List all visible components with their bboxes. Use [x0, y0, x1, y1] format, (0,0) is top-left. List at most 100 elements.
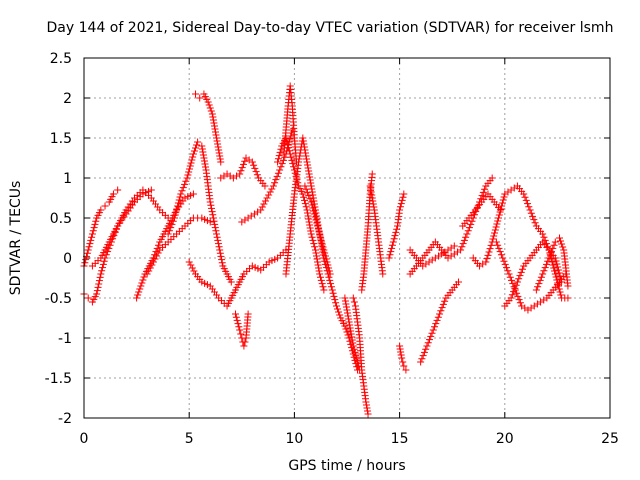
data-point [498, 199, 506, 207]
data-point [199, 148, 207, 156]
data-point [396, 203, 404, 211]
data-point [397, 351, 405, 359]
data-point [544, 257, 552, 265]
data-point [317, 234, 325, 242]
data-point [400, 362, 408, 370]
data-point [352, 352, 360, 360]
data-point [514, 292, 522, 300]
data-point [541, 264, 549, 272]
data-point [96, 273, 104, 281]
data-point [400, 190, 408, 198]
data-point [200, 157, 208, 165]
data-point [499, 254, 507, 262]
data-point [540, 267, 548, 275]
data-point [261, 197, 269, 205]
data-point [309, 236, 317, 244]
data-point [388, 244, 396, 252]
data-point [513, 289, 521, 297]
data-point [555, 269, 563, 277]
data-point [554, 282, 562, 290]
data-point [268, 185, 276, 193]
data-point [386, 251, 394, 259]
data-point [320, 246, 328, 254]
data-point [489, 235, 497, 243]
data-point [140, 273, 148, 281]
data-point [391, 232, 399, 240]
data-point [174, 199, 182, 207]
data-point [92, 217, 100, 225]
data-point [464, 227, 472, 235]
data-point [168, 220, 176, 228]
data-point [303, 158, 311, 166]
data-point [511, 284, 519, 292]
data-point [551, 270, 559, 278]
data-point [308, 201, 316, 209]
data-point [485, 248, 493, 256]
y-tick-label: -1.5 [45, 371, 72, 387]
data-point [165, 227, 173, 235]
data-point [172, 208, 180, 216]
data-point [342, 325, 350, 333]
data-point [99, 260, 107, 268]
data-point [189, 153, 197, 161]
data-point [143, 270, 151, 278]
y-tick-label: -2 [58, 411, 72, 427]
data-point [555, 285, 563, 293]
data-point [272, 176, 280, 184]
y-tick-label: 2.5 [50, 51, 72, 67]
data-point [437, 307, 445, 315]
data-point [431, 323, 439, 331]
data-point [93, 287, 101, 295]
data-point [332, 302, 340, 310]
series-track-i [185, 246, 290, 310]
data-point [109, 190, 117, 198]
data-point [368, 191, 376, 199]
data-point [173, 205, 181, 213]
data-point [214, 236, 222, 244]
y-tick-label: 0.5 [50, 211, 72, 227]
data-point [396, 345, 404, 353]
data-point [425, 336, 433, 344]
data-point [183, 174, 191, 182]
data-point [97, 270, 105, 278]
data-point [370, 203, 378, 211]
data-point [314, 225, 322, 233]
data-point [500, 257, 508, 265]
data-point [491, 226, 499, 234]
data-point [317, 237, 325, 245]
data-point [216, 249, 224, 257]
data-point [515, 275, 523, 283]
data-point [398, 196, 406, 204]
data-point [304, 161, 312, 169]
data-point [513, 278, 521, 286]
data-point [499, 196, 507, 204]
data-point [303, 188, 311, 196]
data-point [169, 217, 177, 225]
data-point [495, 211, 503, 219]
data-point [167, 224, 175, 232]
data-point [486, 245, 494, 253]
data-point [201, 160, 209, 168]
data-point [209, 116, 217, 124]
data-point [210, 122, 218, 130]
data-point [539, 270, 547, 278]
data-point [348, 333, 356, 341]
data-point [189, 150, 197, 158]
data-point [279, 156, 287, 164]
data-point [261, 182, 269, 190]
data-point [433, 316, 441, 324]
data-point [305, 192, 313, 200]
data-point [285, 144, 293, 152]
data-point [323, 258, 331, 266]
data-point [428, 329, 436, 337]
data-point [213, 233, 221, 241]
data-point [315, 267, 323, 275]
data-point [239, 160, 247, 168]
y-tick-labels: -2 -1.5 -1 -0.5 0 0.5 1 1.5 2 2.5 [45, 51, 72, 427]
data-point [545, 254, 553, 262]
data-point [185, 165, 193, 173]
data-point [364, 410, 372, 418]
data-point [135, 288, 143, 296]
data-point [204, 98, 212, 106]
data-point [482, 258, 490, 266]
